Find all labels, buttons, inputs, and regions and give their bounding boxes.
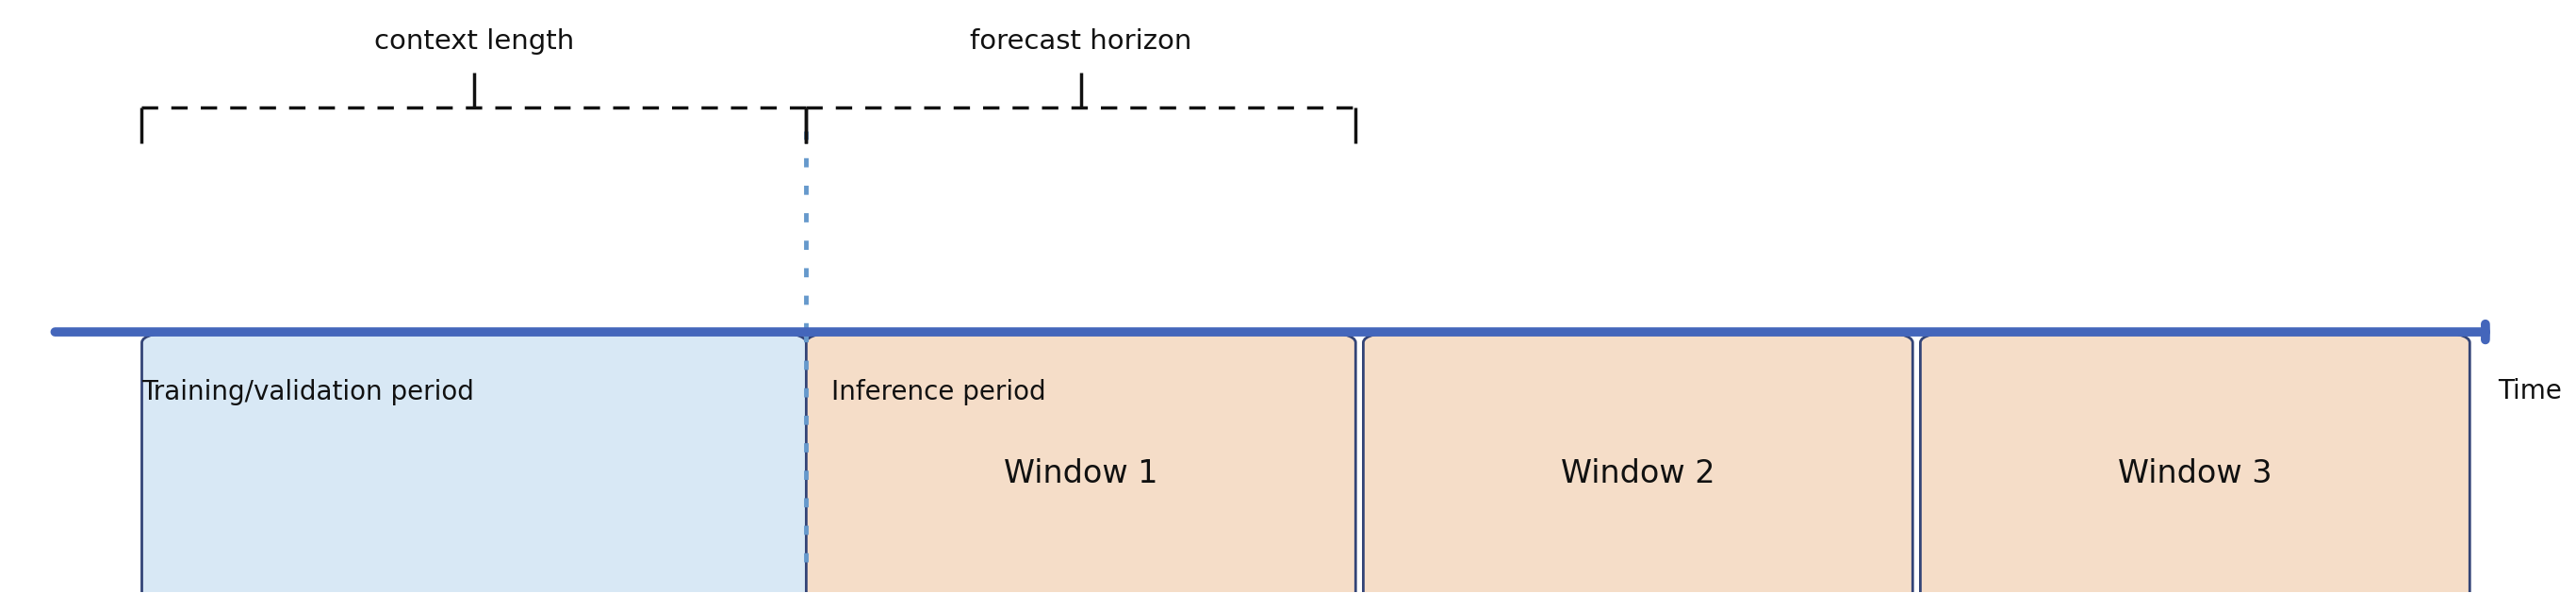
- Text: Window 3: Window 3: [2117, 458, 2272, 489]
- Text: Inference period: Inference period: [832, 379, 1046, 406]
- FancyBboxPatch shape: [1919, 332, 2470, 593]
- FancyBboxPatch shape: [1363, 332, 1914, 593]
- Text: context length: context length: [374, 28, 574, 55]
- FancyBboxPatch shape: [142, 332, 806, 593]
- Text: Window 2: Window 2: [1561, 458, 1716, 489]
- Text: Time: Time: [2499, 378, 2563, 404]
- Text: Window 1: Window 1: [1005, 458, 1159, 489]
- Text: forecast horizon: forecast horizon: [971, 28, 1193, 55]
- FancyBboxPatch shape: [806, 332, 1355, 593]
- Text: Training/validation period: Training/validation period: [142, 379, 474, 406]
